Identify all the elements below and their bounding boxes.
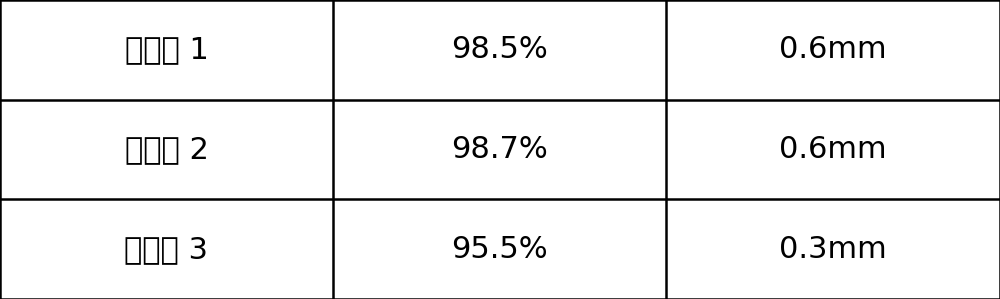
Text: 98.7%: 98.7%: [451, 135, 548, 164]
Text: 对比例 2: 对比例 2: [125, 135, 208, 164]
Text: 98.5%: 98.5%: [451, 35, 548, 64]
Text: 对比例 3: 对比例 3: [124, 235, 208, 264]
Text: 对比例 1: 对比例 1: [125, 35, 208, 64]
Text: 0.3mm: 0.3mm: [779, 235, 887, 264]
Text: 0.6mm: 0.6mm: [779, 35, 887, 64]
Text: 95.5%: 95.5%: [451, 235, 548, 264]
Text: 0.6mm: 0.6mm: [779, 135, 887, 164]
